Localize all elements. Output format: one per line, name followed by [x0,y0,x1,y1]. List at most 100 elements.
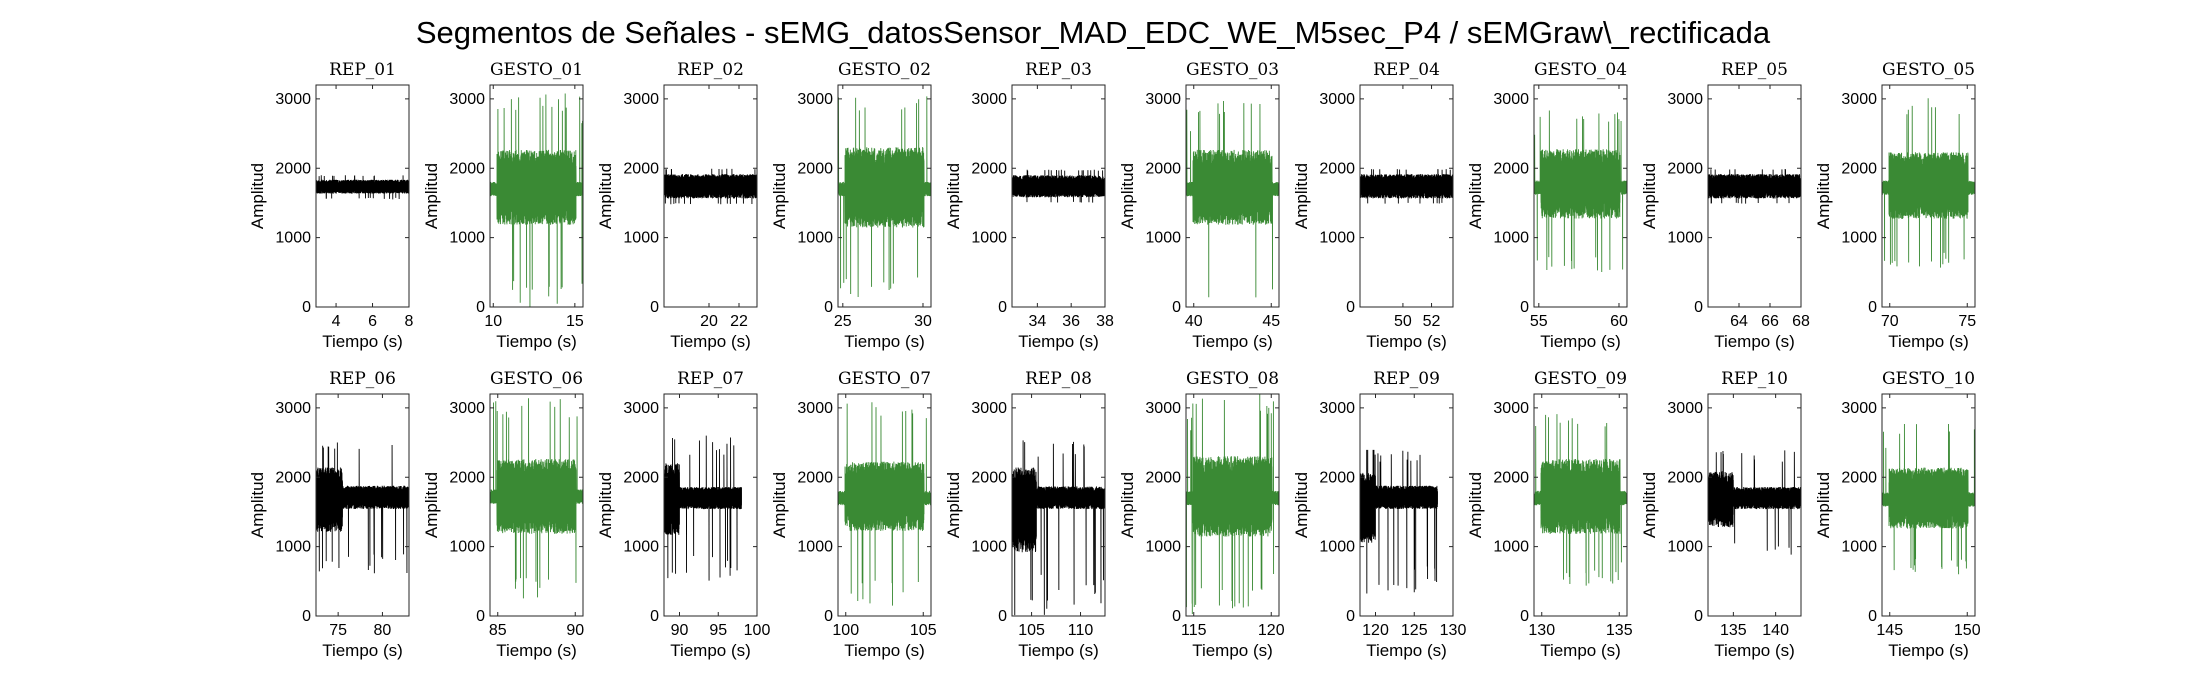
y-tick-label: 1000 [971,539,1007,556]
y-tick-label: 0 [1172,299,1181,316]
subplot-gesto-10: 0 1000 2000 3000 145 150 GESTO_10 Tiempo (s) Amp… [1814,369,1981,660]
series-line-gesto [1534,110,1627,273]
y-tick-label: 0 [476,608,485,625]
y-tick-label: 0 [302,608,311,625]
y-tick-label: 3000 [1319,91,1355,108]
subplot-title: REP_06 [329,369,396,389]
x-tick-label: 38 [1096,313,1114,330]
subplot-gesto-03: 0 1000 2000 3000 40 45 GESTO_03 Tiempo (s) Ampli… [1118,60,1280,351]
series-line-rep [664,168,757,205]
y-tick-label: 2000 [1841,469,1877,486]
subplot-rep-07: 0 1000 2000 3000 90 95 100 REP_07 Tiempo (s) Ampl… [596,369,770,660]
y-tick-label: 0 [1868,608,1877,625]
series-line-gesto [1534,414,1627,586]
y-tick-label: 2000 [797,469,833,486]
axes-frame [489,84,584,308]
series-line-rep [1360,169,1453,204]
y-tick-label: 2000 [1319,160,1355,177]
x-tick-label: 15 [566,313,584,330]
y-tick-label: 1000 [1493,230,1529,247]
y-tick-label: 3000 [275,91,311,108]
y-tick-label: 2000 [1493,160,1529,177]
y-axis-label: Amplitud [422,163,441,229]
y-tick-label: 0 [824,299,833,316]
subplot-title: REP_01 [329,60,396,80]
y-tick-label: 1000 [797,539,833,556]
x-tick-label: 80 [374,622,392,639]
subplot-gesto-08: 0 1000 2000 3000 115 120 GESTO_08 Tiempo (s) Amp… [1118,369,1285,660]
subplot-gesto-07: 0 1000 2000 3000 100 105 GESTO_07 Tiempo (s) Amp… [770,369,937,660]
y-tick-label: 1000 [1493,539,1529,556]
y-tick-label: 1000 [971,230,1007,247]
series-line-rep [316,175,409,200]
y-tick-label: 0 [1520,299,1529,316]
y-tick-label: 0 [1346,299,1355,316]
y-tick-label: 1000 [1667,539,1703,556]
x-tick-label: 130 [1440,622,1467,639]
subplot-gesto-04: 0 1000 2000 3000 55 60 GESTO_04 Tiempo (s) Ampli… [1466,60,1628,351]
axes-frame [1533,393,1628,617]
series-line-gesto [490,398,583,599]
subplot-title: GESTO_01 [490,60,583,80]
series-line-rep [1012,169,1105,203]
subplot-rep-03: 0 1000 2000 3000 34 36 38 REP_03 Tiempo (s) Ampli… [944,60,1114,351]
series-line-rep [1708,169,1801,204]
y-tick-label: 2000 [623,469,659,486]
x-tick-label: 110 [1068,622,1094,639]
x-tick-label: 36 [1062,313,1080,330]
y-tick-label: 2000 [449,469,485,486]
y-tick-label: 1000 [275,230,311,247]
subplot-title: REP_10 [1721,369,1788,389]
subplot-title: REP_04 [1373,60,1440,80]
subplot-title: REP_05 [1721,60,1788,80]
y-axis-label: Amplitud [422,472,441,538]
series-line-rep [664,435,742,581]
y-tick-label: 0 [302,299,311,316]
y-tick-label: 2000 [275,469,311,486]
subplot-title: GESTO_07 [838,369,931,389]
x-tick-label: 66 [1761,313,1779,330]
y-tick-label: 0 [1172,608,1181,625]
y-tick-label: 2000 [1493,469,1529,486]
y-axis-label: Amplitud [1118,472,1137,538]
y-tick-label: 3000 [1667,91,1703,108]
y-tick-label: 1000 [623,230,659,247]
x-tick-label: 120 [1362,622,1389,639]
subplot-rep-09: 0 1000 2000 3000 120 125 130 REP_09 Tiempo (s) Am… [1292,369,1466,660]
y-axis-label: Amplitud [248,472,267,538]
y-tick-label: 3000 [1493,91,1529,108]
subplot-title: REP_07 [677,369,744,389]
x-tick-label: 45 [1262,313,1280,330]
subplot-title: REP_08 [1025,369,1092,389]
y-tick-label: 2000 [1667,160,1703,177]
x-tick-label: 140 [1762,622,1789,639]
y-axis-label: Amplitud [1466,163,1485,229]
y-tick-label: 1000 [449,539,485,556]
y-axis-label: Amplitud [1814,472,1833,538]
y-tick-label: 1000 [1145,539,1181,556]
y-tick-label: 2000 [797,160,833,177]
y-tick-label: 1000 [1319,539,1355,556]
x-tick-label: 100 [832,622,859,639]
series-line-rep [316,442,409,574]
y-tick-label: 3000 [797,91,833,108]
axes-frame [837,84,932,308]
y-tick-label: 0 [998,299,1007,316]
subplot-gesto-05: 0 1000 2000 3000 70 75 GESTO_05 Tiempo (s) Ampli… [1814,60,1976,351]
axes-frame [1185,393,1280,617]
subplot-title: GESTO_08 [1186,369,1279,389]
x-tick-label: 6 [368,313,377,330]
y-tick-label: 1000 [275,539,311,556]
x-axis-label: Tiempo (s) [1192,332,1273,351]
subplot-gesto-06: 0 1000 2000 3000 85 90 GESTO_06 Tiempo (s) Ampli… [422,369,584,660]
axes-frame [1359,393,1454,617]
x-tick-label: 105 [910,622,937,639]
axes-frame [663,84,758,308]
series-line-gesto [490,93,583,307]
y-tick-label: 0 [476,299,485,316]
y-tick-label: 3000 [1319,400,1355,417]
x-tick-label: 150 [1954,622,1981,639]
y-tick-label: 2000 [971,469,1007,486]
y-axis-label: Amplitud [1292,472,1311,538]
